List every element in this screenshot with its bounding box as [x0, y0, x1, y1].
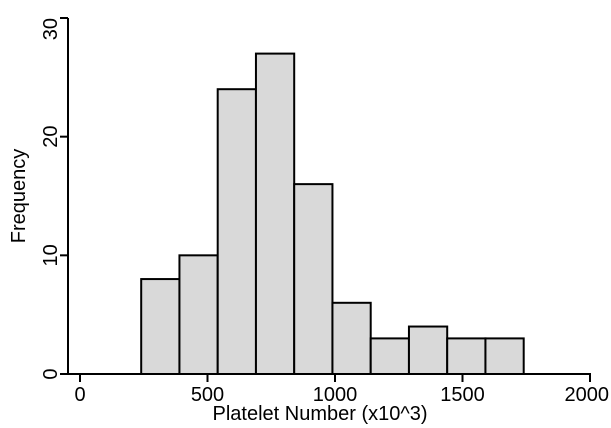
histogram-bar-7 [407, 325, 449, 375]
x-tick-label-4: 2000 [565, 384, 610, 406]
x-ticks-group: 0 500 1000 1500 2000 [74, 374, 609, 406]
histogram-bar-9 [484, 337, 525, 375]
x-axis-title: Platelet Number (x10^3) [212, 403, 427, 425]
y-tick-label-2: 20 [40, 126, 62, 148]
bars-group [140, 52, 525, 376]
y-ticks-group: 0 10 20 30 [40, 17, 68, 380]
x-tick-label-0: 0 [74, 384, 85, 406]
histogram-bar-0 [140, 278, 181, 376]
x-tick-label-1: 500 [191, 384, 224, 406]
y-tick-label-0: 0 [40, 368, 62, 379]
histogram-bar-3 [254, 52, 296, 375]
histogram-bar-1 [178, 254, 219, 375]
y-axis-title: Frequency [8, 149, 30, 244]
x-tick-label-3: 1500 [440, 384, 485, 406]
histogram-bar-6 [369, 337, 410, 375]
histogram-bar-8 [446, 337, 487, 375]
y-tick-label-3: 30 [40, 18, 62, 40]
histogram-bar-2 [216, 88, 257, 375]
x-tick-label-2: 1000 [313, 384, 358, 406]
histogram-bar-5 [331, 301, 372, 375]
y-tick-label-1: 10 [40, 244, 62, 266]
histogram-bar-4 [293, 183, 334, 375]
